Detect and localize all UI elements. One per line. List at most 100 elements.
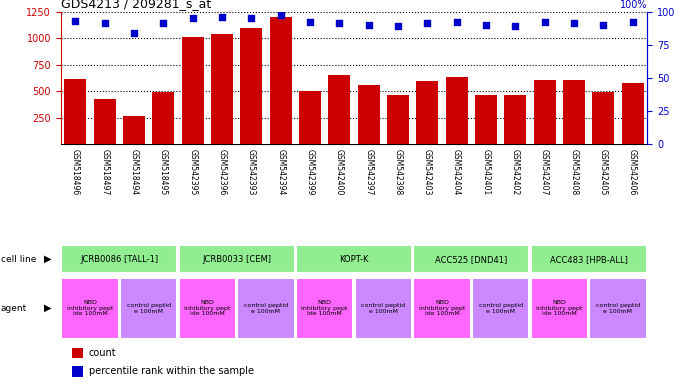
Point (304, 19, 315, 25)
FancyBboxPatch shape (61, 245, 177, 273)
Text: count: count (89, 348, 117, 358)
Text: control peptid
e 100mM: control peptid e 100mM (244, 303, 288, 314)
Point (393, 23, 404, 29)
Bar (72, 366, 83, 376)
FancyBboxPatch shape (296, 245, 412, 273)
Point (451, 19, 462, 25)
Point (480, 22, 491, 28)
FancyBboxPatch shape (413, 278, 471, 339)
Text: GSM542399: GSM542399 (306, 149, 315, 195)
FancyBboxPatch shape (589, 278, 647, 339)
Text: NBD
inhibitory pept
ide 100mM: NBD inhibitory pept ide 100mM (302, 300, 348, 316)
Text: cell line: cell line (1, 255, 36, 264)
Text: GSM542401: GSM542401 (482, 149, 491, 195)
Text: GSM542404: GSM542404 (452, 149, 461, 195)
Text: GSM542405: GSM542405 (599, 149, 608, 195)
Point (627, 19, 638, 25)
Text: GSM542406: GSM542406 (628, 149, 637, 195)
Text: GSM542394: GSM542394 (276, 149, 285, 195)
Text: GSM542402: GSM542402 (511, 149, 520, 195)
Text: GSM542408: GSM542408 (569, 149, 578, 195)
Text: 100%: 100% (620, 0, 647, 10)
Bar (181, 37, 204, 144)
Text: GSM518494: GSM518494 (130, 149, 139, 195)
Text: NBD
inhibitory pept
ide 100mM: NBD inhibitory pept ide 100mM (67, 300, 113, 316)
Point (598, 22, 609, 28)
Text: GSM542396: GSM542396 (217, 149, 226, 195)
Text: NBD
inhibitory pept
ide 100mM: NBD inhibitory pept ide 100mM (184, 300, 230, 316)
Bar (475, 95, 497, 144)
Text: GSM542397: GSM542397 (364, 149, 373, 195)
Text: GSM518496: GSM518496 (71, 149, 80, 195)
Text: GSM542395: GSM542395 (188, 149, 197, 195)
FancyBboxPatch shape (179, 245, 295, 273)
Point (158, 20, 169, 26)
Text: GDS4213 / 209281_s_at: GDS4213 / 209281_s_at (61, 0, 211, 10)
FancyBboxPatch shape (179, 278, 236, 339)
Point (334, 20, 345, 26)
Text: agent: agent (1, 304, 27, 313)
Text: GSM518497: GSM518497 (100, 149, 109, 195)
FancyBboxPatch shape (413, 245, 529, 273)
Point (70, 18, 81, 24)
FancyBboxPatch shape (355, 278, 412, 339)
FancyBboxPatch shape (472, 278, 529, 339)
Bar (211, 34, 233, 144)
Bar (152, 92, 175, 144)
Bar (299, 91, 321, 144)
Bar (387, 95, 409, 144)
Bar (123, 116, 145, 144)
Text: KOPT-K: KOPT-K (339, 255, 368, 264)
Text: control peptid
e 100mM: control peptid e 100mM (479, 303, 522, 314)
Bar (563, 80, 585, 144)
Text: NBD
inhibitory pept
ide 100mM: NBD inhibitory pept ide 100mM (419, 300, 465, 316)
Text: GSM542393: GSM542393 (247, 149, 256, 195)
Bar (504, 95, 526, 144)
Bar (622, 83, 644, 144)
FancyBboxPatch shape (61, 278, 119, 339)
Text: ▶: ▶ (43, 303, 51, 313)
Point (128, 30, 139, 36)
Text: GSM542403: GSM542403 (423, 149, 432, 195)
Bar (328, 75, 351, 144)
Text: ▶: ▶ (43, 254, 51, 264)
FancyBboxPatch shape (237, 278, 295, 339)
Point (217, 14, 228, 20)
Bar (357, 84, 380, 144)
Bar (94, 99, 116, 144)
Point (275, 12, 286, 18)
Text: JCRB0086 [TALL-1]: JCRB0086 [TALL-1] (80, 255, 159, 264)
FancyBboxPatch shape (531, 245, 647, 273)
Bar (446, 77, 468, 144)
Point (363, 22, 374, 28)
Point (422, 20, 433, 26)
Text: control peptid
e 100mM: control peptid e 100mM (127, 303, 170, 314)
Text: control peptid
e 100mM: control peptid e 100mM (362, 303, 405, 314)
Text: GSM542400: GSM542400 (335, 149, 344, 195)
Bar (416, 81, 438, 144)
FancyBboxPatch shape (531, 278, 588, 339)
Bar (64, 79, 86, 144)
Text: GSM542398: GSM542398 (393, 149, 402, 195)
Text: percentile rank within the sample: percentile rank within the sample (89, 366, 254, 376)
Text: ACC483 [HPB-ALL]: ACC483 [HPB-ALL] (550, 255, 627, 264)
Text: JCRB0033 [CEM]: JCRB0033 [CEM] (202, 255, 271, 264)
Point (569, 20, 580, 26)
Bar (240, 28, 262, 144)
Bar (270, 17, 292, 144)
Point (539, 19, 550, 25)
Text: NBD
inhibitory pept
ide 100mM: NBD inhibitory pept ide 100mM (536, 300, 582, 316)
Point (187, 15, 198, 21)
Text: GSM518495: GSM518495 (159, 149, 168, 195)
FancyBboxPatch shape (296, 278, 353, 339)
FancyBboxPatch shape (120, 278, 177, 339)
Point (246, 15, 257, 21)
Point (99, 20, 110, 26)
Bar (72, 348, 83, 358)
Bar (592, 92, 614, 144)
Bar (533, 80, 555, 144)
Point (510, 23, 521, 29)
Text: ACC525 [DND41]: ACC525 [DND41] (435, 255, 507, 264)
Text: control peptid
e 100mM: control peptid e 100mM (596, 303, 640, 314)
Text: GSM542407: GSM542407 (540, 149, 549, 195)
